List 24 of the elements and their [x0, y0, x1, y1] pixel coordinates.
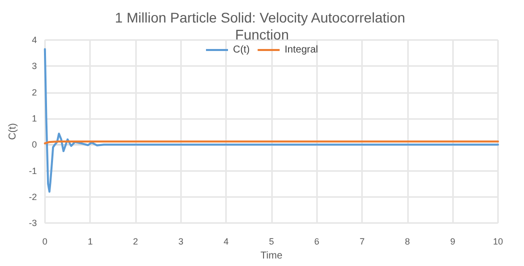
- x-tick-label: 8: [404, 236, 410, 247]
- x-tick-label: 7: [360, 236, 365, 247]
- y-tick-label: -2: [28, 192, 37, 202]
- x-tick-label: 1: [88, 236, 93, 247]
- x-tick-label: 4: [224, 236, 229, 247]
- chart-title: 1 Million Particle Solid: Velocity Autocorrelation Function: [114, 10, 410, 42]
- y-tick-label: -3: [28, 218, 37, 228]
- y-tick-label: 0: [32, 140, 37, 150]
- x-tick-label: 9: [450, 236, 456, 247]
- x-axis-title: Time: [260, 250, 283, 262]
- y-tick-label: 4: [32, 35, 37, 45]
- y-tick-label: 1: [32, 113, 37, 124]
- y-tick-label: -1: [28, 166, 37, 176]
- legend-label: C(t): [232, 44, 250, 56]
- x-tick-label: 2: [133, 236, 138, 247]
- y-axis-title: C(t): [8, 123, 18, 140]
- legend-label: Integral: [284, 44, 318, 56]
- y-tick-label: 3: [32, 61, 37, 72]
- x-tick-label: 6: [314, 236, 320, 247]
- y-tick-label: 2: [32, 87, 37, 98]
- x-tick-label: 5: [268, 236, 274, 247]
- x-tick-label: 0: [42, 236, 48, 247]
- x-tick-label: 3: [178, 236, 184, 247]
- x-tick-label: 10: [492, 236, 504, 247]
